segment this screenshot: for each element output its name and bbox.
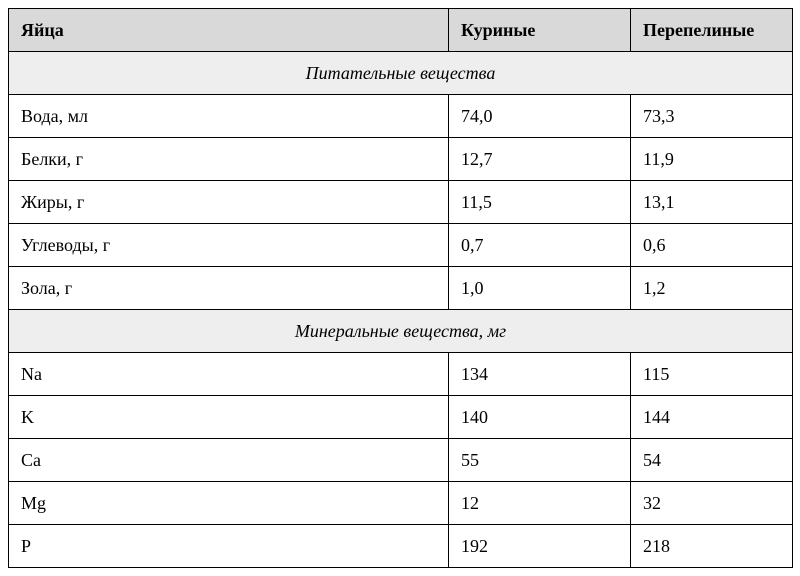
row-label: Углеводы, г [9, 224, 449, 267]
table-row: Белки, г 12,7 11,9 [9, 138, 793, 181]
table-row: Mg 12 32 [9, 482, 793, 525]
row-value-chicken: 55 [449, 439, 631, 482]
row-value-quail: 144 [631, 396, 793, 439]
col-header-quail: Перепелиные [631, 9, 793, 52]
table-row: K 140 144 [9, 396, 793, 439]
row-value-quail: 13,1 [631, 181, 793, 224]
row-value-chicken: 12 [449, 482, 631, 525]
table-row: Зола, г 1,0 1,2 [9, 267, 793, 310]
row-label: Белки, г [9, 138, 449, 181]
row-value-chicken: 192 [449, 525, 631, 568]
table-row: Na 134 115 [9, 353, 793, 396]
row-value-quail: 1,2 [631, 267, 793, 310]
section-row: Питательные вещества [9, 52, 793, 95]
row-label: Вода, мл [9, 95, 449, 138]
row-value-chicken: 134 [449, 353, 631, 396]
row-label: P [9, 525, 449, 568]
col-header-chicken: Куриные [449, 9, 631, 52]
table-row: P 192 218 [9, 525, 793, 568]
section-title: Питательные вещества [9, 52, 793, 95]
row-value-quail: 0,6 [631, 224, 793, 267]
row-label: K [9, 396, 449, 439]
table-header-row: Яйца Куриные Перепелиные [9, 9, 793, 52]
section-row: Минеральные вещества, мг [9, 310, 793, 353]
row-value-quail: 115 [631, 353, 793, 396]
row-value-quail: 32 [631, 482, 793, 525]
row-value-chicken: 140 [449, 396, 631, 439]
section-title: Минеральные вещества, мг [9, 310, 793, 353]
table-row: Углеводы, г 0,7 0,6 [9, 224, 793, 267]
table-row: Вода, мл 74,0 73,3 [9, 95, 793, 138]
row-value-quail: 11,9 [631, 138, 793, 181]
row-value-quail: 73,3 [631, 95, 793, 138]
row-value-quail: 54 [631, 439, 793, 482]
table-row: Жиры, г 11,5 13,1 [9, 181, 793, 224]
nutrition-table: Яйца Куриные Перепелиные Питательные вещ… [8, 8, 793, 568]
row-label: Зола, г [9, 267, 449, 310]
row-value-chicken: 12,7 [449, 138, 631, 181]
row-label: Жиры, г [9, 181, 449, 224]
row-label: Mg [9, 482, 449, 525]
row-value-chicken: 74,0 [449, 95, 631, 138]
table-row: Ca 55 54 [9, 439, 793, 482]
row-label: Na [9, 353, 449, 396]
row-value-chicken: 0,7 [449, 224, 631, 267]
row-value-quail: 218 [631, 525, 793, 568]
col-header-eggs: Яйца [9, 9, 449, 52]
row-value-chicken: 1,0 [449, 267, 631, 310]
row-value-chicken: 11,5 [449, 181, 631, 224]
row-label: Ca [9, 439, 449, 482]
